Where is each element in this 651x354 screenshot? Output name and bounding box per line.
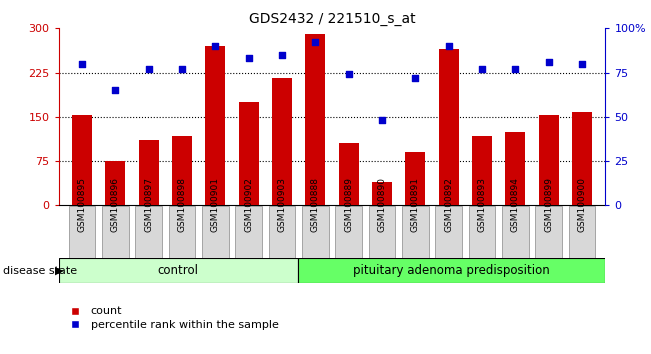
- Text: disease state: disease state: [3, 266, 77, 276]
- Text: pituitary adenoma predisposition: pituitary adenoma predisposition: [353, 264, 550, 277]
- Point: [210, 43, 221, 49]
- Legend: count, percentile rank within the sample: count, percentile rank within the sample: [64, 307, 279, 330]
- FancyBboxPatch shape: [269, 206, 296, 258]
- FancyBboxPatch shape: [68, 206, 95, 258]
- FancyBboxPatch shape: [335, 206, 362, 258]
- Text: GSM100902: GSM100902: [244, 177, 253, 232]
- Text: GSM100889: GSM100889: [344, 177, 353, 232]
- Bar: [406, 152, 425, 205]
- Point: [443, 43, 454, 49]
- Point: [177, 66, 187, 72]
- Bar: [372, 182, 392, 205]
- Bar: [572, 112, 592, 205]
- Text: GSM100891: GSM100891: [411, 177, 420, 232]
- Point: [544, 59, 554, 65]
- Point: [310, 40, 320, 45]
- Text: GSM100900: GSM100900: [577, 177, 587, 232]
- Point: [410, 75, 421, 81]
- FancyBboxPatch shape: [202, 206, 229, 258]
- Bar: [472, 136, 492, 205]
- Point: [277, 52, 287, 58]
- Text: control: control: [158, 264, 199, 277]
- Point: [577, 61, 587, 67]
- Point: [77, 61, 87, 67]
- FancyBboxPatch shape: [436, 206, 462, 258]
- Text: GSM100888: GSM100888: [311, 177, 320, 232]
- Bar: [305, 34, 326, 205]
- Bar: [72, 115, 92, 205]
- Bar: [539, 115, 559, 205]
- Point: [477, 66, 487, 72]
- FancyBboxPatch shape: [235, 206, 262, 258]
- FancyBboxPatch shape: [535, 206, 562, 258]
- Bar: [439, 49, 459, 205]
- Text: GSM100897: GSM100897: [144, 177, 153, 232]
- Bar: [172, 136, 192, 205]
- Point: [510, 66, 521, 72]
- Point: [377, 118, 387, 123]
- Text: GSM100890: GSM100890: [378, 177, 387, 232]
- FancyBboxPatch shape: [102, 206, 129, 258]
- Text: GSM100903: GSM100903: [277, 177, 286, 232]
- Text: GSM100894: GSM100894: [511, 177, 520, 232]
- FancyBboxPatch shape: [469, 206, 495, 258]
- Bar: [339, 143, 359, 205]
- Point: [243, 56, 254, 61]
- Bar: [205, 46, 225, 205]
- Title: GDS2432 / 221510_s_at: GDS2432 / 221510_s_at: [249, 12, 415, 26]
- FancyBboxPatch shape: [402, 206, 429, 258]
- Bar: [272, 79, 292, 205]
- Text: GSM100899: GSM100899: [544, 177, 553, 232]
- Point: [344, 72, 354, 77]
- Bar: [239, 102, 258, 205]
- FancyBboxPatch shape: [569, 206, 596, 258]
- Bar: [139, 141, 159, 205]
- FancyBboxPatch shape: [59, 258, 298, 283]
- Text: GSM100895: GSM100895: [77, 177, 87, 232]
- Text: GSM100898: GSM100898: [178, 177, 186, 232]
- Point: [110, 87, 120, 93]
- Point: [143, 66, 154, 72]
- Text: ▶: ▶: [55, 266, 64, 276]
- FancyBboxPatch shape: [298, 258, 605, 283]
- Text: GSM100896: GSM100896: [111, 177, 120, 232]
- FancyBboxPatch shape: [302, 206, 329, 258]
- Text: GSM100893: GSM100893: [478, 177, 486, 232]
- FancyBboxPatch shape: [169, 206, 195, 258]
- Text: GSM100901: GSM100901: [211, 177, 220, 232]
- FancyBboxPatch shape: [368, 206, 395, 258]
- FancyBboxPatch shape: [135, 206, 162, 258]
- Bar: [105, 161, 125, 205]
- Bar: [505, 132, 525, 205]
- FancyBboxPatch shape: [502, 206, 529, 258]
- Text: GSM100892: GSM100892: [444, 177, 453, 232]
